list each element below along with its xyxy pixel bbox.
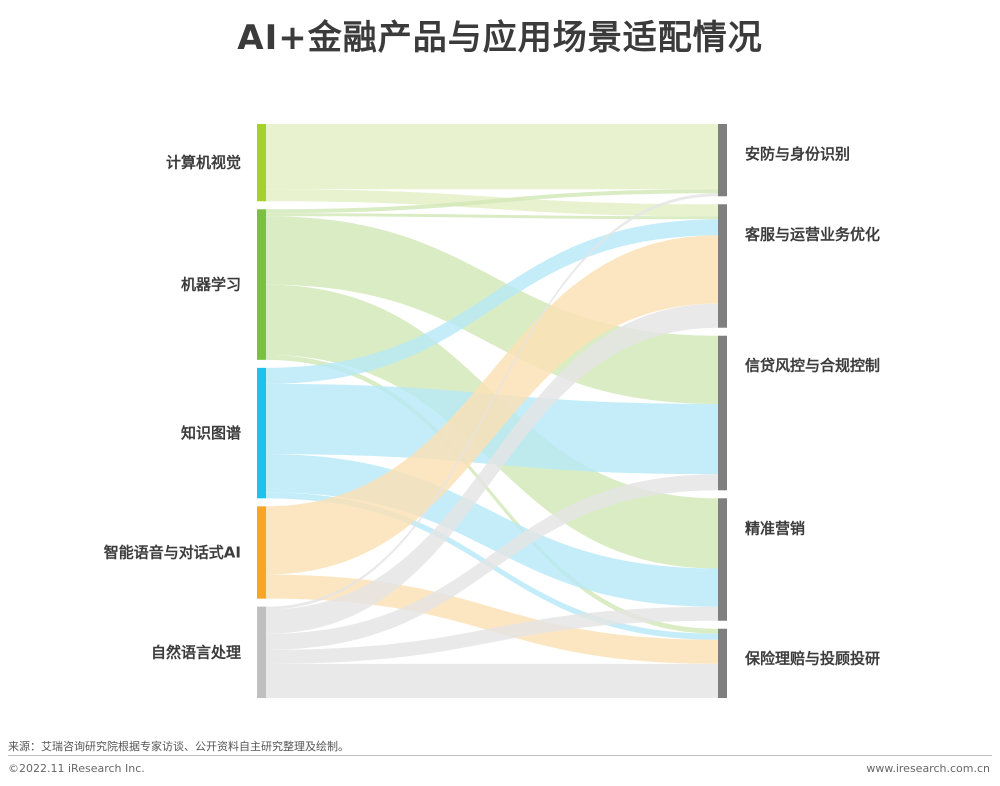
- target-node-5: [718, 628, 727, 698]
- flow-e887aae784b6e8afade8a880e5a484e79086-to-e5aea2e69c8de4b88ee8bf90e890a5e4b89ae58aa1e4bc98e58c96: [266, 303, 718, 634]
- website-url: www.iresearch.com.cn: [866, 762, 990, 775]
- flow-e887aae784b6e8afade8a880e5a484e79086-to-e7b2bee58786e890a5e99480: [266, 606, 718, 664]
- sankey-nodes: [257, 124, 727, 698]
- target-label-2: 客服与运营业务优化: [744, 225, 880, 243]
- flow-e887aae784b6e8afade8a880e5a484e79086-to-e4bfa1e8b4b7e9a38ee68ea7e4b88ee59088e8a784e68ea7e588b6: [266, 474, 718, 650]
- flow-e69cbae599a8e5ada6e4b9a0-to-e5ae89e998b2e4b88ee8baabe4bbbde8af86e588ab: [266, 189, 718, 214]
- target-node-1: [718, 124, 727, 197]
- source-label-1: 计算机视觉: [166, 154, 241, 172]
- chart-title: AI+金融产品与应用场景适配情况: [237, 18, 763, 58]
- source-label-4: 智能语音与对话式AI: [104, 543, 241, 561]
- target-label-5: 保险理赔与投顾投研: [744, 650, 880, 668]
- source-node-5: [257, 606, 266, 698]
- copyright-text: ©2022.11 iResearch Inc.: [8, 762, 145, 775]
- flow-e887aae784b6e8afade8a880e5a484e79086-to-e5ae89e998b2e4b88ee8baabe4bbbde8af86e588ab: [266, 193, 718, 610]
- source-label-5: 自然语言处理: [151, 643, 241, 661]
- target-label-3: 信贷风控与合规控制: [745, 357, 880, 375]
- flow-e8aea1e7ae97e69cbae8a786e8a789-to-e5ae89e998b2e4b88ee8baabe4bbbde8af86e588ab: [266, 124, 718, 190]
- flow-e69cbae599a8e5ada6e4b9a0-to-e5aea2e69c8de4b88ee8bf90e890a5e4b89ae58aa1e4bc98e58c96: [266, 213, 718, 220]
- source-node-2: [257, 209, 266, 360]
- source-label-2: 机器学习: [181, 276, 241, 294]
- target-node-4: [718, 498, 727, 621]
- target-label-4: 精准营销: [745, 519, 805, 537]
- sankey-links: [266, 124, 718, 698]
- source-label-3: 知识图谱: [181, 424, 241, 442]
- source-note: 来源：艾瑞咨询研究院根据专家访谈、公开资料自主研究整理及绘制。: [8, 740, 349, 753]
- target-node-3: [718, 335, 727, 491]
- source-node-4: [257, 506, 266, 599]
- flow-e69cbae599a8e5ada6e4b9a0-to-e4bf9de999a9e79086e8b594e4b88ee68a95e9a1bee68a95e7a094: [266, 354, 718, 634]
- footer-divider: [8, 755, 992, 756]
- target-label-1: 安防与身份识别: [745, 145, 850, 163]
- target-node-2: [718, 204, 727, 328]
- source-node-1: [257, 124, 266, 202]
- source-node-3: [257, 367, 266, 499]
- flow-e79fa5e8af86e59bbee8b0b1-to-e5aea2e69c8de4b88ee8bf90e890a5e4b89ae58aa1e4bc98e58c96: [266, 219, 718, 384]
- flow-e699bae883bde8afade99fb3e4b88ee5afb9e8af9de5bc8fai-to-e5aea2e69c8de4b88ee8bf90e890a5e4b89ae58aa1e4bc98e58c96: [266, 235, 718, 575]
- flow-e887aae784b6e8afade8a880e5a484e79086-to-e4bf9de999a9e79086e8b594e4b88ee68a95e9a1bee68a95e7a094: [266, 663, 718, 698]
